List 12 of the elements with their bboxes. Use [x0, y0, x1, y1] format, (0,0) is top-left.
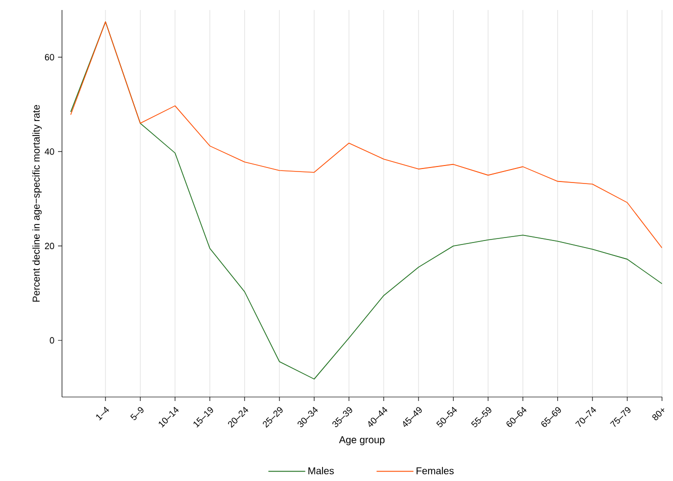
x-tick-label: 1–4 — [96, 406, 110, 420]
x-tick-label: 5–9 — [130, 407, 144, 420]
y-tick-label: 60 — [44, 54, 54, 60]
y-tick-label: 20 — [44, 242, 54, 250]
y-tick-label: 0 — [50, 337, 54, 344]
y-axis-title: Percent decline in age−specific mortality rate — [32, 104, 42, 302]
line-series — [70, 21, 662, 248]
legend-label: Females — [416, 466, 454, 474]
legend-label: Males — [308, 466, 334, 474]
x-axis-title: Age group — [339, 436, 385, 446]
y-tick-label: 40 — [44, 148, 54, 155]
x-tick-label: 80+ — [652, 408, 664, 420]
